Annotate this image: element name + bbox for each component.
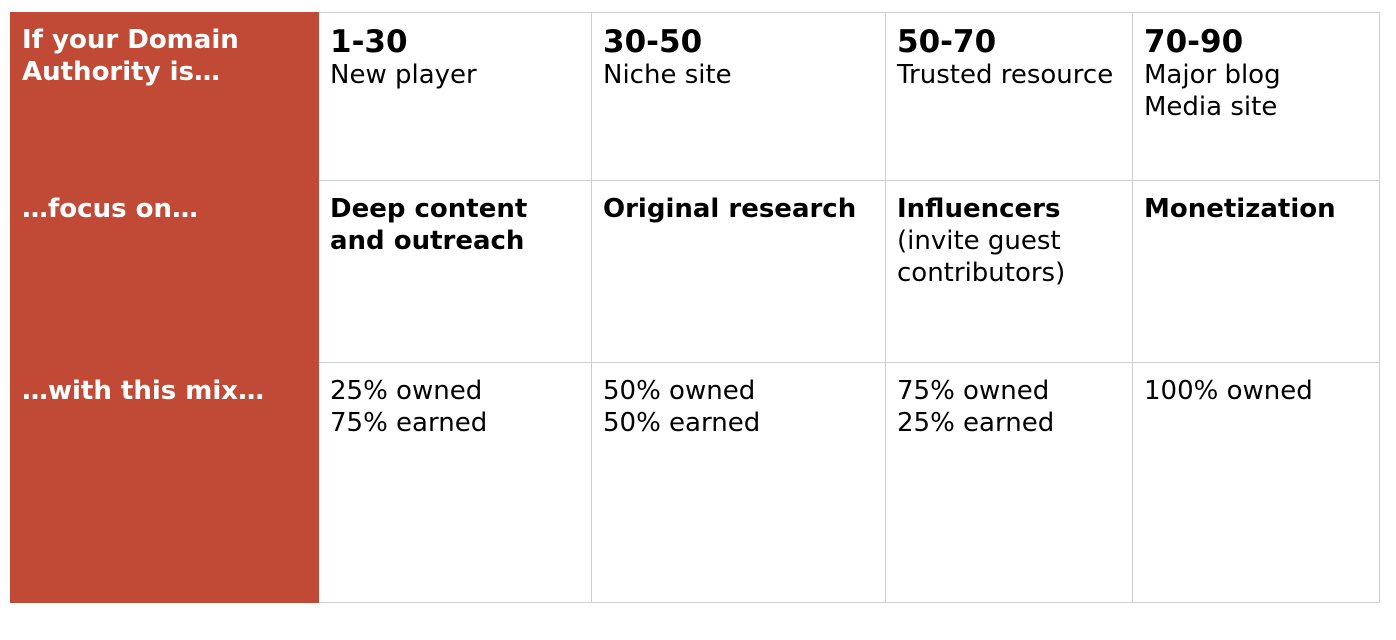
mix-earned-1-30: 75% earned — [330, 408, 488, 438]
focus-cell-70-90: Monetization — [1133, 181, 1380, 363]
focus-contributors: contributors) — [897, 258, 1066, 288]
focus-monetization: Monetization — [1144, 194, 1336, 224]
range-1-30: 1-30 — [330, 24, 408, 60]
description-niche-site: Niche site — [603, 60, 732, 90]
row-label-authority: If your Domain Authority is… — [10, 12, 319, 181]
focus-cell-30-50: Original research — [592, 181, 886, 363]
mix-earned-50-70: 25% earned — [897, 408, 1055, 438]
domain-authority-table: If your Domain Authority is… 1-30 New pl… — [10, 12, 1380, 603]
mix-cell-1-30: 25% owned 75% earned — [319, 363, 592, 603]
mix-earned-30-50: 50% earned — [603, 408, 761, 438]
header-cell-1-30: 1-30 New player — [319, 12, 592, 181]
header-cell-50-70: 50-70 Trusted resource — [886, 12, 1133, 181]
description-new-player: New player — [330, 60, 477, 90]
mix-cell-50-70: 75% owned 25% earned — [886, 363, 1133, 603]
focus-and-outreach: and outreach — [330, 226, 525, 256]
row-label-focus-text: …focus on… — [22, 194, 198, 224]
description-media-site: Media site — [1144, 92, 1278, 122]
row-label-focus: …focus on… — [10, 181, 319, 363]
row-label-authority-text: If your Domain Authority is… — [22, 25, 239, 87]
description-major-blog: Major blog — [1144, 60, 1281, 90]
mix-owned-70-90: 100% owned — [1144, 376, 1313, 406]
range-30-50: 30-50 — [603, 24, 703, 60]
focus-original-research: Original research — [603, 194, 857, 224]
mix-owned-1-30: 25% owned — [330, 376, 483, 406]
description-trusted-resource: Trusted resource — [897, 60, 1114, 90]
mix-owned-50-70: 75% owned — [897, 376, 1050, 406]
focus-influencers: Influencers — [897, 194, 1061, 224]
range-50-70: 50-70 — [897, 24, 997, 60]
mix-cell-70-90: 100% owned — [1133, 363, 1380, 603]
focus-cell-50-70: Influencers (invite guest contributors) — [886, 181, 1133, 363]
focus-cell-1-30: Deep content and outreach — [319, 181, 592, 363]
row-label-mix: …with this mix… — [10, 363, 319, 603]
mix-cell-30-50: 50% owned 50% earned — [592, 363, 886, 603]
focus-deep-content: Deep content — [330, 194, 528, 224]
header-cell-70-90: 70-90 Major blog Media site — [1133, 12, 1380, 181]
mix-owned-30-50: 50% owned — [603, 376, 756, 406]
header-cell-30-50: 30-50 Niche site — [592, 12, 886, 181]
range-70-90: 70-90 — [1144, 24, 1244, 60]
focus-invite-guest: (invite guest — [897, 226, 1061, 256]
row-label-mix-text: …with this mix… — [22, 376, 265, 406]
